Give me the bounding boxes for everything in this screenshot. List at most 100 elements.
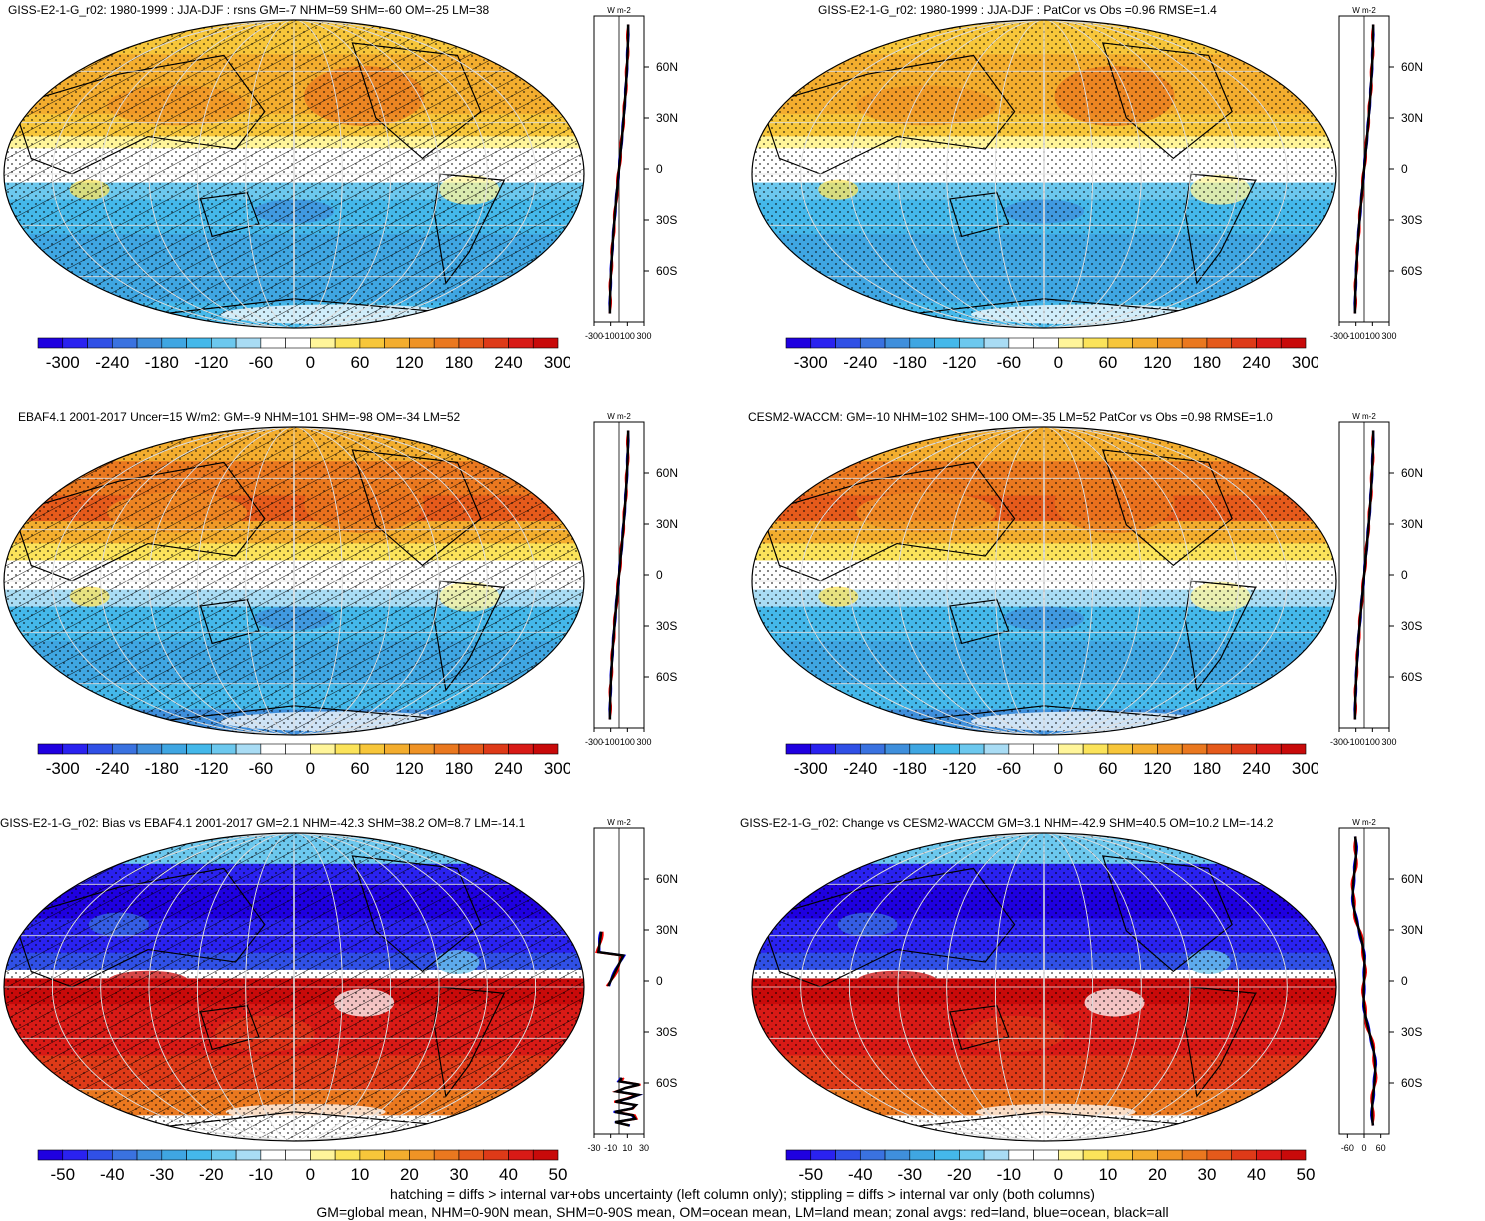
zonal-lat-label: 60N (656, 60, 678, 74)
graticule-lon (848, 833, 1240, 1141)
colorbar-swatch (359, 337, 385, 349)
colorbar-swatch (260, 743, 286, 755)
colorbar-swatch (211, 743, 237, 755)
colorbar-swatch (959, 743, 985, 755)
graticule-lon (1043, 833, 1045, 1141)
colorbar-swatch (1008, 337, 1034, 349)
colorbar-label: -180 (893, 353, 927, 372)
zonal-mean-plot: W m-2 60N 30N 0 30S 60S -60 0 60 (1338, 818, 1423, 1153)
graticule-lon (897, 427, 1191, 735)
zonal-lat-label: 60N (1401, 60, 1423, 74)
panel-title: CESM2-WACCM: GM=-10 NHM=102 SHM=-100 OM=… (748, 410, 1273, 424)
graticule-lon (994, 20, 1094, 328)
colorbar-swatch (884, 743, 911, 755)
zonal-lat-label: 60S (1401, 1076, 1422, 1090)
colorbar-label: 0 (1054, 353, 1063, 372)
map-border (3, 426, 585, 736)
colorbar-label: -50 (50, 1165, 75, 1184)
zonal-lat-label: 60N (1401, 466, 1423, 480)
zonal-units-label: W m-2 (607, 412, 631, 421)
colorbar-swatch (409, 337, 435, 349)
zonal-lat-label: 60N (656, 872, 678, 886)
colorbar-swatch (87, 743, 113, 755)
zonal-lat-label: 60N (1401, 872, 1423, 886)
colorbar-label: -60 (249, 353, 274, 372)
zonal-x-label: 100 (1365, 331, 1380, 341)
colorbar-label: -120 (194, 759, 228, 778)
colorbar-label: -120 (194, 353, 228, 372)
colorbar-swatch (211, 1149, 237, 1161)
colorbar-swatch (1181, 1149, 1208, 1161)
zonal-units-label: W m-2 (1352, 818, 1376, 827)
colorbar-swatch (310, 743, 336, 755)
zonal-lat-label: 60N (656, 466, 678, 480)
coastline (1101, 42, 1233, 160)
colorbar-swatch (359, 743, 385, 755)
colorbar-label: -30 (898, 1165, 923, 1184)
colorbar-swatch (1107, 1149, 1133, 1161)
zonal-x-label: 300 (636, 737, 651, 747)
zonal-lat-label: 30N (1401, 517, 1423, 531)
colorbar-swatch (211, 337, 237, 349)
colorbar-swatch (835, 337, 861, 349)
colorbar-swatch (1008, 1149, 1034, 1161)
colorbar-label: 60 (1098, 759, 1117, 778)
zonal-x-label: -60 (1341, 1143, 1354, 1153)
coastline (433, 580, 506, 692)
colorbar-label: 180 (445, 353, 473, 372)
colorbar-swatch (111, 743, 138, 755)
colorbar-label: -40 (100, 1165, 125, 1184)
colorbar-swatch (859, 743, 886, 755)
coastline (351, 42, 482, 160)
colorbar-swatch (310, 1149, 336, 1161)
colorbar-label: 30 (449, 1165, 468, 1184)
graticule-lon (946, 833, 1142, 1141)
colorbar-label: 0 (1054, 759, 1063, 778)
zonal-mean-plot: W m-2 60N 30N 0 30S 60S -300-100 100 300 (1330, 6, 1423, 341)
graticule-lon (946, 427, 1142, 735)
zonal-line-all (596, 931, 643, 1127)
colorbar-label: -240 (843, 759, 877, 778)
colorbar-label: -300 (46, 759, 80, 778)
zonal-x-label: 100 (620, 331, 635, 341)
colorbar-swatch (1058, 743, 1084, 755)
coastline (433, 986, 506, 1098)
colorbar-swatch (909, 1149, 935, 1161)
zonal-x-label: 300 (1381, 737, 1396, 747)
zonal-mean-plot: W m-2 60N 30N 0 30S 60S -300-100 100 300 (1330, 412, 1423, 747)
graticule-lon (196, 20, 392, 328)
colorbar-swatch (136, 743, 163, 755)
colorbar-label: 20 (400, 1165, 419, 1184)
colorbar-swatch (1033, 743, 1059, 755)
colorbar-label: 300 (544, 353, 570, 372)
colorbar-swatch (186, 1149, 212, 1161)
zonal-lat-label: 30S (1401, 213, 1422, 227)
zonal-x-label: -300 (1330, 331, 1348, 341)
colorbar-label: -300 (794, 759, 828, 778)
zonal-lat-label: 60S (1401, 264, 1422, 278)
colorbar-label: 60 (350, 353, 369, 372)
colorbar-swatch (433, 743, 460, 755)
colorbar-swatch (884, 337, 911, 349)
graticule-lon (1043, 427, 1045, 735)
colorbar-swatch (62, 337, 88, 349)
colorbar-swatch (1132, 337, 1158, 349)
colorbar-swatch (1256, 743, 1282, 755)
colorbar: -300 -240 -180 -120 -60 0 60 120 180 240 300 (37, 743, 570, 778)
colorbar-swatch (884, 1149, 911, 1161)
colorbar-label: 10 (1098, 1165, 1117, 1184)
colorbar-label: -300 (794, 353, 828, 372)
colorbar-swatch (508, 337, 534, 349)
graticule-lon (800, 833, 1288, 1141)
colorbar-swatch (810, 1149, 836, 1161)
colorbar-swatch (1231, 337, 1257, 349)
colorbar: -300 -240 -180 -120 -60 0 60 120 180 240 300 (785, 337, 1318, 372)
colorbar-swatch (1058, 1149, 1084, 1161)
colorbar-label: 240 (1242, 353, 1270, 372)
panel-title: GISS-E2-1-G_r02: Change vs CESM2-WACCM G… (740, 816, 1274, 830)
coastline (949, 599, 1010, 645)
colorbar-swatch (37, 743, 64, 755)
zonal-x-label: 300 (636, 331, 651, 341)
zonal-lat-label: 0 (1401, 974, 1408, 988)
colorbar-label: 240 (1242, 759, 1270, 778)
